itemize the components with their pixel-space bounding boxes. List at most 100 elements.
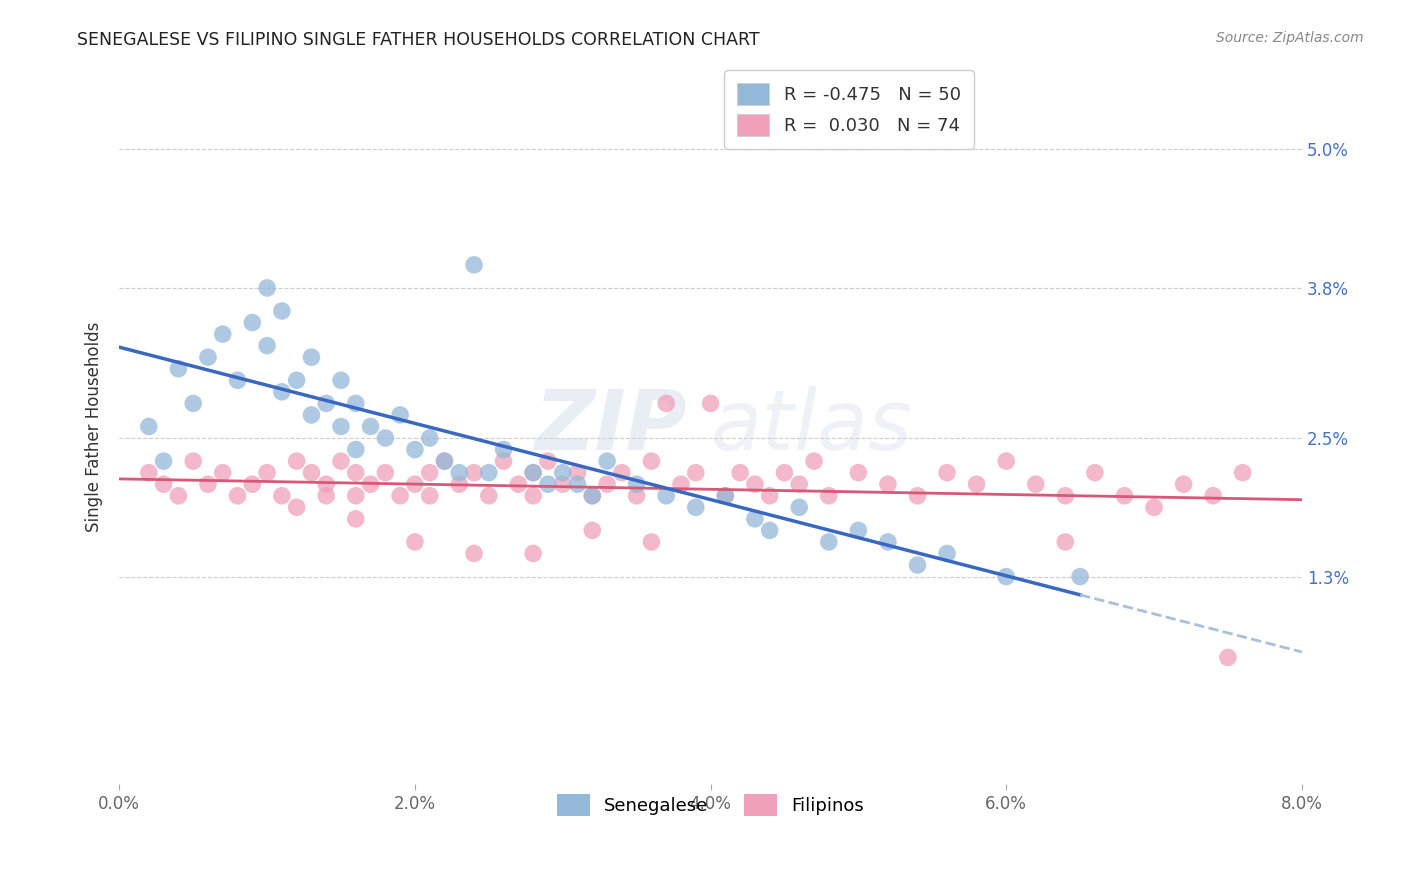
Point (330, 373, 353, 387)
Point (551, 466, 574, 480)
Point (256, 466, 278, 480)
Point (211, 466, 233, 480)
Point (463, 258, 485, 272)
Point (285, 454, 308, 468)
Point (301, 466, 323, 480)
Point (389, 408, 412, 422)
Point (640, 454, 662, 468)
Point (640, 535, 662, 549)
Point (389, 489, 412, 503)
Point (966, 477, 988, 491)
Point (508, 477, 530, 491)
Point (936, 547, 959, 561)
Point (995, 454, 1018, 468)
Point (449, 466, 471, 480)
Point (907, 489, 929, 503)
Point (567, 466, 589, 480)
Point (433, 454, 456, 468)
Point (728, 466, 751, 480)
Legend: Senegalese, Filipinos: Senegalese, Filipinos (548, 786, 873, 825)
Point (240, 477, 263, 491)
Point (463, 466, 485, 480)
Point (1054, 489, 1077, 503)
Point (758, 524, 780, 538)
Point (537, 477, 560, 491)
Point (685, 500, 707, 515)
Point (152, 454, 174, 468)
Point (492, 454, 515, 468)
Point (197, 350, 219, 364)
Point (787, 477, 810, 491)
Point (803, 454, 825, 468)
Point (152, 477, 174, 491)
Point (240, 316, 263, 330)
Point (360, 419, 382, 434)
Point (315, 396, 337, 410)
Point (610, 466, 633, 480)
Point (344, 442, 367, 457)
Point (344, 489, 367, 503)
Point (226, 373, 249, 387)
Point (1202, 489, 1225, 503)
Point (758, 489, 780, 503)
Point (1173, 477, 1195, 491)
Point (463, 547, 485, 561)
Point (270, 304, 292, 318)
Text: Source: ZipAtlas.com: Source: ZipAtlas.com (1216, 31, 1364, 45)
Point (478, 466, 501, 480)
Point (773, 466, 796, 480)
Point (581, 489, 603, 503)
Point (581, 489, 603, 503)
Point (360, 477, 382, 491)
Text: ZIP: ZIP (534, 386, 688, 467)
Point (256, 281, 278, 295)
Point (256, 338, 278, 352)
Point (877, 477, 900, 491)
Point (449, 477, 471, 491)
Point (655, 489, 678, 503)
Point (1143, 500, 1166, 515)
Point (285, 500, 308, 515)
Point (685, 466, 707, 480)
Point (522, 547, 544, 561)
Point (848, 524, 870, 538)
Point (419, 431, 441, 445)
Point (1216, 650, 1239, 665)
Point (404, 535, 426, 549)
Point (330, 419, 353, 434)
Point (567, 477, 589, 491)
Point (817, 489, 839, 503)
Point (714, 489, 737, 503)
Point (404, 442, 426, 457)
Point (492, 442, 515, 457)
Point (344, 512, 367, 526)
Text: atlas: atlas (710, 386, 912, 467)
Point (285, 373, 308, 387)
Point (744, 477, 766, 491)
Point (1114, 489, 1136, 503)
Point (138, 419, 160, 434)
Point (270, 489, 292, 503)
Point (877, 535, 900, 549)
Point (714, 489, 737, 503)
Point (596, 477, 619, 491)
Point (315, 477, 337, 491)
Point (374, 431, 396, 445)
Point (374, 466, 396, 480)
Point (433, 454, 456, 468)
Point (404, 477, 426, 491)
Point (167, 361, 190, 376)
Point (419, 489, 441, 503)
Point (522, 466, 544, 480)
Point (626, 489, 648, 503)
Point (1069, 569, 1091, 583)
Point (581, 524, 603, 538)
Point (181, 454, 204, 468)
Point (344, 396, 367, 410)
Point (270, 384, 292, 399)
Text: SENEGALESE VS FILIPINO SINGLE FATHER HOUSEHOLDS CORRELATION CHART: SENEGALESE VS FILIPINO SINGLE FATHER HOU… (77, 31, 761, 49)
Point (936, 466, 959, 480)
Point (197, 477, 219, 491)
Point (848, 466, 870, 480)
Y-axis label: Single Father Households: Single Father Households (86, 321, 103, 532)
